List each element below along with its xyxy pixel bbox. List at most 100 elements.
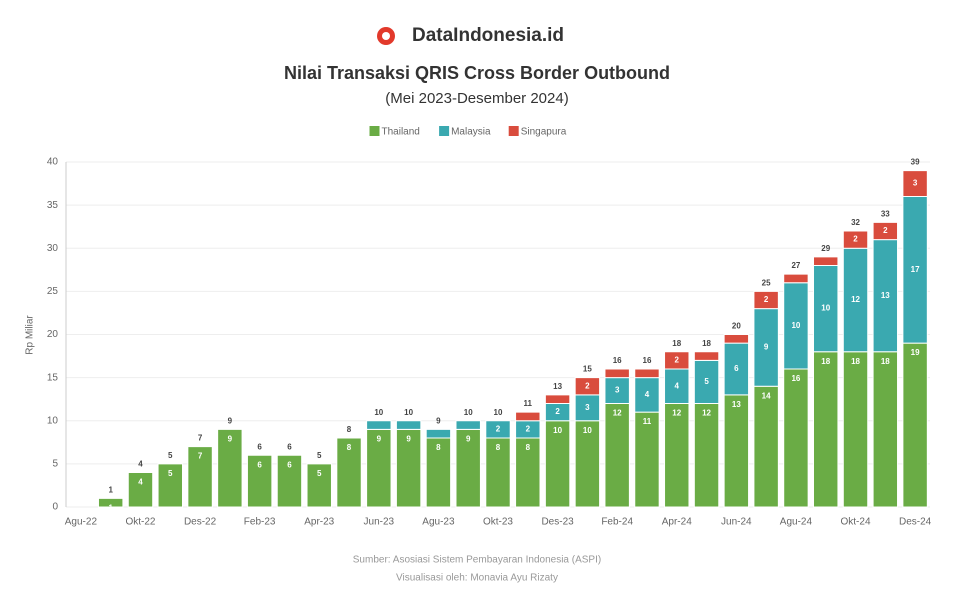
data-label: 2: [555, 407, 560, 416]
data-label: 8: [347, 443, 352, 452]
bar-segment: [544, 420, 571, 508]
bar-segment: [723, 334, 750, 344]
bar-segment: [902, 170, 928, 197]
bar-segment: [693, 403, 720, 508]
data-label: 2: [853, 235, 858, 244]
bar-segment: [395, 420, 422, 430]
total-label: 13: [553, 382, 562, 391]
data-label: 12: [613, 409, 622, 418]
x-tick-label: Agu-24: [780, 517, 813, 528]
bar-segment: [664, 403, 690, 508]
bar-segment: [217, 428, 243, 508]
y-tick-label: 20: [47, 329, 59, 340]
legend-label: Malaysia: [451, 127, 491, 138]
data-label: 10: [791, 321, 800, 330]
bar-segment: [425, 428, 452, 439]
total-label: 4: [138, 460, 143, 469]
x-tick-label: Okt-22: [125, 517, 155, 528]
total-label: 10: [464, 408, 473, 417]
bar-segment: [872, 239, 899, 353]
total-label: 20: [732, 322, 741, 331]
y-axis-label: Rp Miliar: [25, 315, 36, 355]
bar-segment: [634, 411, 660, 508]
data-label: 16: [791, 374, 800, 383]
bar-segment: [336, 437, 362, 508]
legend-swatch: [439, 126, 450, 136]
data-label: 5: [168, 469, 173, 478]
x-tick-label: Des-23: [541, 517, 574, 528]
total-label: 32: [851, 218, 860, 227]
total-label: 1: [108, 485, 113, 494]
bar-segment: [723, 394, 750, 508]
data-label: 18: [851, 357, 860, 366]
total-label: 6: [287, 442, 292, 451]
total-label: 5: [317, 451, 322, 460]
bar-segment: [97, 497, 124, 508]
total-label: 6: [257, 442, 262, 451]
bar-segment: [455, 420, 481, 430]
bar-segment: [664, 351, 690, 370]
bar-segment: [634, 377, 660, 413]
data-label: 12: [702, 409, 711, 418]
data-label: 9: [466, 434, 471, 443]
data-label: 3: [913, 179, 918, 188]
bar-segment: [842, 351, 869, 508]
x-tick-label: Okt-23: [483, 517, 513, 528]
data-label: 4: [138, 478, 143, 487]
y-tick-label: 10: [47, 415, 59, 426]
x-tick-label: Apr-24: [662, 517, 692, 528]
bar-segment: [604, 368, 630, 379]
x-tick-label: Jun-24: [721, 517, 752, 528]
total-label: 18: [702, 339, 711, 348]
x-tick-label: Apr-23: [304, 517, 334, 528]
y-tick-label: 25: [47, 286, 59, 297]
x-tick-label: Agu-23: [422, 517, 455, 528]
data-label: 8: [496, 443, 501, 452]
bar-segment: [664, 368, 690, 404]
data-label: 3: [615, 386, 620, 395]
data-label: 13: [881, 291, 890, 300]
data-label: 18: [881, 357, 890, 366]
total-label: 11: [524, 399, 533, 408]
x-tick-label: Okt-24: [841, 517, 871, 528]
y-tick-label: 30: [47, 243, 59, 254]
data-label: 4: [675, 381, 680, 390]
bar-segment: [515, 411, 541, 422]
data-label: 6: [734, 364, 739, 373]
data-label: 8: [526, 443, 531, 452]
data-label: 13: [732, 400, 741, 409]
bar-segment: [127, 472, 154, 508]
data-label: 6: [287, 460, 292, 469]
total-label: 16: [643, 356, 652, 365]
bar-segment: [783, 273, 809, 284]
bar-segment: [246, 454, 273, 508]
bar-segment: [366, 428, 392, 508]
total-label: 18: [672, 339, 681, 348]
logo-inner: [382, 32, 390, 40]
data-label: 9: [406, 434, 411, 443]
data-label: 6: [257, 460, 262, 469]
total-label: 29: [821, 244, 830, 253]
data-label: 2: [883, 226, 888, 235]
bar-segment: [574, 377, 601, 396]
bar-segment: [783, 282, 809, 370]
data-label: 11: [643, 417, 652, 426]
bar-segment: [485, 437, 511, 508]
data-label: 8: [436, 443, 441, 452]
total-label: 10: [494, 408, 503, 417]
data-label: 7: [198, 452, 203, 461]
bar-segment: [693, 359, 720, 404]
chart-subtitle: (Mei 2023-Desember 2024): [385, 90, 568, 107]
bar-segment: [813, 265, 839, 353]
data-label: 9: [377, 434, 382, 443]
total-label: 7: [198, 434, 203, 443]
bar-segment: [157, 463, 183, 508]
data-label: 2: [496, 424, 501, 433]
legend-label: Singapura: [521, 127, 567, 138]
y-tick-label: 35: [47, 200, 59, 211]
bar-segment: [276, 454, 303, 508]
data-label: 5: [704, 377, 709, 386]
data-label: 14: [762, 391, 771, 400]
total-label: 10: [374, 408, 383, 417]
